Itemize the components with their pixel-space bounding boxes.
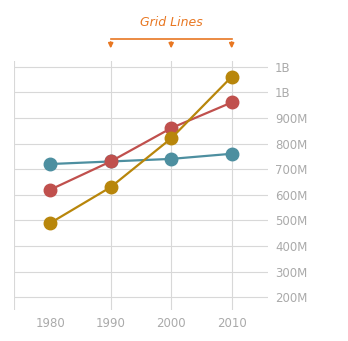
Text: Grid Lines: Grid Lines (140, 16, 203, 29)
